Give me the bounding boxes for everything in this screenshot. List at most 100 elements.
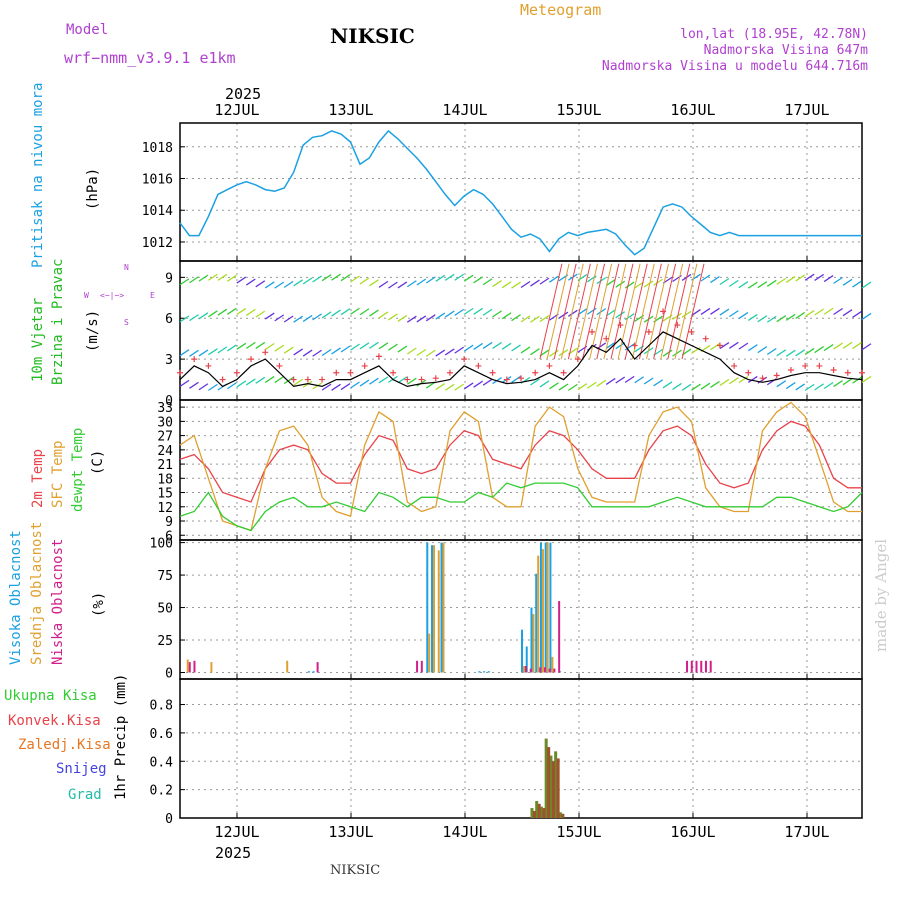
wind-barb: [198, 312, 209, 320]
y-tick-label: 6: [165, 529, 173, 544]
wind-barb: [435, 312, 446, 320]
wind-barb: [653, 278, 663, 286]
wind-barb: [388, 281, 398, 289]
wind-barb: [804, 383, 815, 391]
wind-barb: [729, 341, 739, 349]
wind-barb: [577, 308, 588, 316]
day-label-bottom: 15JUL: [556, 823, 601, 841]
wind-barb: [293, 279, 304, 287]
wind-barb: [378, 280, 389, 288]
y-tick-label: 0: [165, 394, 173, 409]
cloud-bar: [695, 660, 698, 673]
precip-legend-conv: Konvek.Kisa: [8, 713, 101, 729]
wind-label-2: Brzina i Pravac: [50, 259, 66, 385]
wind-barb-strong: [638, 263, 662, 360]
wind-barb: [653, 379, 663, 387]
wind-barb: [283, 280, 294, 288]
wind-barb: [492, 310, 502, 318]
wind-barb: [785, 382, 796, 390]
day-label-top: 12JUL: [214, 101, 259, 119]
precip-legend-snow: Snijeg: [56, 761, 107, 777]
wind-barb: [463, 344, 474, 352]
wind-barb: [454, 308, 465, 316]
wind-barb-strong: [567, 263, 591, 360]
wind-barb: [397, 376, 408, 384]
wind-barb: [596, 277, 607, 285]
model-label: Model: [66, 22, 108, 38]
wind-barb: [274, 375, 285, 384]
pressure-label: Pritisak na nivou mora: [30, 83, 46, 268]
wind-barb: [227, 274, 237, 282]
y-tick-label: 25: [157, 634, 173, 649]
wind-barb: [710, 380, 720, 388]
wind-barb: [331, 273, 341, 281]
wind-gust-mark: [688, 328, 695, 335]
cloud-bar: [541, 549, 544, 673]
wind-barb: [245, 278, 256, 286]
wind-barb: [861, 281, 872, 289]
wind-barb: [359, 277, 370, 285]
wind-barb: [274, 314, 285, 322]
wind-gust-mark: [475, 362, 482, 369]
wind-barb: [747, 375, 758, 383]
wind-barb: [425, 276, 436, 284]
wind-barb: [274, 281, 285, 289]
wind-gust-mark: [731, 362, 738, 369]
cloud-bar: [529, 668, 532, 673]
wind-barb: [331, 347, 341, 355]
wind-barb: [833, 307, 843, 316]
wind-gust-mark: [546, 362, 553, 369]
wind-barb: [795, 274, 806, 282]
wind-barb: [842, 309, 853, 317]
precip-bar: [544, 738, 548, 818]
wind-barb: [245, 341, 256, 349]
wind-barb: [179, 278, 190, 286]
wind-gust-mark: [745, 369, 752, 376]
wind-barb: [340, 308, 351, 316]
wind-barb: [482, 378, 493, 386]
cloud-bar: [546, 542, 549, 673]
day-label-top: 14JUL: [442, 101, 487, 119]
wind-gust-mark: [702, 335, 709, 342]
wind-barb: [312, 313, 322, 321]
wind-barb: [397, 345, 408, 353]
wind-barb: [283, 346, 294, 354]
wind-barb: [729, 377, 739, 385]
cloud-bar: [286, 660, 289, 673]
wind-barb: [388, 343, 398, 351]
cloud-bar: [193, 660, 196, 673]
wind-barb: [444, 310, 455, 318]
wind-barb: [473, 342, 483, 350]
wind-barb: [852, 310, 862, 318]
y-tick-label: 0: [165, 667, 173, 682]
wind-barb: [501, 312, 512, 320]
elevation-text: Nadmorska Visina 647m: [704, 43, 869, 58]
wind-gust-mark: [347, 369, 354, 376]
wind-barb: [596, 308, 607, 316]
cloud-bar: [551, 656, 554, 673]
y-tick-label: 33: [157, 401, 173, 416]
precip-bar: [561, 813, 565, 818]
wind-barb: [634, 281, 645, 289]
wind-barb: [208, 310, 218, 318]
wind-barb: [719, 378, 730, 387]
wind-barb: [283, 377, 294, 385]
cloud-mid-label: Srednja Oblacnost: [29, 522, 45, 665]
y-tick-label: 1012: [142, 236, 173, 251]
cloud-bar: [316, 662, 319, 673]
wind-barb: [227, 382, 237, 390]
cloud-bar: [186, 659, 189, 673]
wind-barb: [785, 313, 796, 321]
wind-barb: [340, 383, 351, 391]
wind-barb: [255, 376, 266, 384]
wind-barb: [615, 376, 626, 384]
wind-barb: [861, 343, 872, 351]
wind-gust-mark: [631, 342, 638, 349]
wind-barb-strong: [674, 263, 698, 360]
wind-barb-strong: [589, 263, 613, 360]
wind-barb: [823, 275, 834, 283]
cloud-bar: [525, 646, 528, 673]
wind-barb: [852, 280, 862, 288]
panel-frame: [179, 678, 863, 819]
